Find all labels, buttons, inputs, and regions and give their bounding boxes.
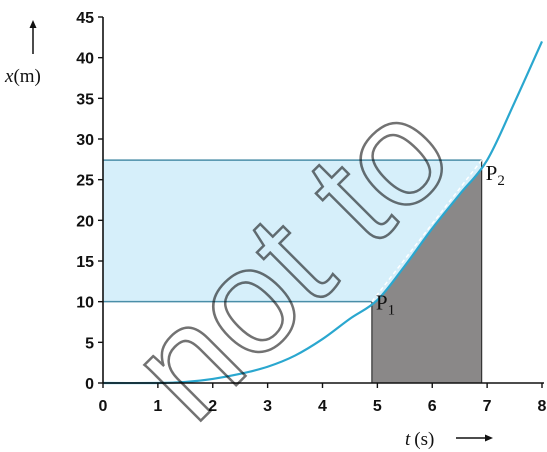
y-tick-label: 0 xyxy=(85,376,94,393)
x-tick-label: 0 xyxy=(99,398,108,415)
y-tick-label: 40 xyxy=(76,51,94,68)
point-label-p1: P1 xyxy=(376,291,395,319)
y-axis-unit: (m) xyxy=(13,66,40,87)
svg-text:t(s): t (s) xyxy=(405,429,434,450)
x-tick-label: 7 xyxy=(483,398,492,415)
x-tick-label: 5 xyxy=(373,398,382,415)
x-tick-label: 2 xyxy=(208,398,217,415)
y-tick-label: 15 xyxy=(76,254,94,271)
y-tick-label: 35 xyxy=(76,91,94,108)
y-tick-label: 5 xyxy=(85,335,94,352)
y-tick-label: 45 xyxy=(76,10,94,27)
y-axis-var: x xyxy=(4,66,14,87)
x-tick-label: 8 xyxy=(538,398,547,415)
point-label-p2: P2 xyxy=(486,161,505,189)
x-axis-label: t (s) xyxy=(405,429,493,450)
x-tick-label: 6 xyxy=(428,398,437,415)
y-tick-label: 20 xyxy=(76,213,94,230)
svg-text:x(m): x(m) xyxy=(4,66,41,87)
y-tick-label: 25 xyxy=(76,173,94,190)
chord-p1-p2 xyxy=(371,159,483,303)
y-tick-label: 30 xyxy=(76,132,94,149)
y-axis-label: x(m) xyxy=(4,20,41,87)
shaded-triangle-region xyxy=(371,166,482,383)
x-axis-var: t xyxy=(405,429,411,450)
axes xyxy=(102,17,544,384)
x-tick-label: 1 xyxy=(153,398,162,415)
y-tick-label: 10 xyxy=(76,295,94,312)
x-axis-unit: (s) xyxy=(414,429,434,450)
y-ticks: 0 5 10 15 20 25 30 35 40 45 xyxy=(76,10,103,393)
x-tick-label: 4 xyxy=(318,398,327,415)
x-tick-label: 3 xyxy=(263,398,272,415)
series-line xyxy=(102,40,544,385)
x-ticks: 0 1 2 3 4 5 6 7 8 xyxy=(99,383,547,415)
